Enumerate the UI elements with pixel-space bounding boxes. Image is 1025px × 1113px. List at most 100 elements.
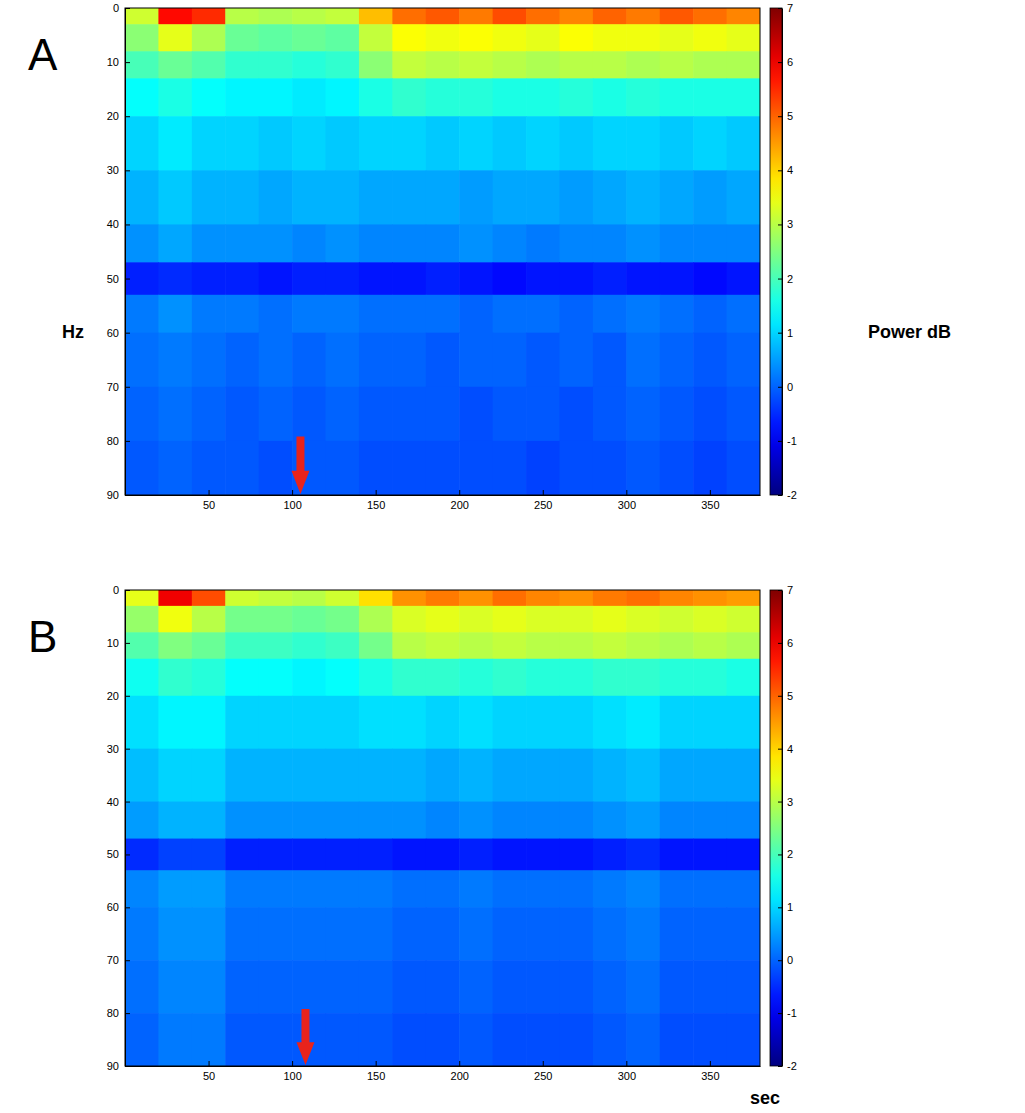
- colorbar-axis-tick-mark: [778, 62, 782, 63]
- cell: [426, 749, 460, 802]
- cell: [326, 802, 360, 840]
- cell: [693, 262, 727, 295]
- cell: [158, 24, 192, 52]
- cell: [727, 659, 760, 697]
- cell: [727, 960, 760, 1013]
- cell: [426, 262, 460, 295]
- cell: [459, 749, 493, 802]
- cell: [426, 632, 460, 659]
- cell: [459, 333, 493, 388]
- cell: [392, 387, 426, 442]
- cell: [593, 333, 627, 388]
- y-axis-tick-label: 30: [107, 743, 119, 755]
- y-axis-tick-mark: [125, 802, 130, 803]
- cell: [326, 907, 360, 960]
- cell: [259, 870, 293, 908]
- panel: 501001502002503003500102030405060708090-…: [28, 584, 797, 1108]
- cell: [626, 224, 660, 262]
- cell: [593, 262, 627, 295]
- colorbar-axis-tick: -2: [778, 489, 797, 501]
- colorbar-axis-tick: 1: [778, 901, 793, 913]
- cell: [259, 907, 293, 960]
- cell: [559, 606, 593, 633]
- cell: [125, 749, 159, 802]
- cell: [392, 839, 426, 871]
- y-axis-tick-mark: [125, 441, 130, 442]
- cell: [392, 749, 426, 802]
- y-axis: 0102030405060708090: [107, 2, 130, 501]
- x-axis-tick-mark: [209, 490, 210, 495]
- y-axis-tick-mark: [125, 749, 130, 750]
- cell: [125, 170, 159, 225]
- cell: [660, 51, 694, 79]
- colorbar-title: Power dB: [868, 322, 951, 342]
- cell: [192, 24, 226, 52]
- cell: [225, 632, 259, 659]
- colorbar-axis-tick-mark: [778, 854, 782, 855]
- x-axis-line: [126, 495, 761, 496]
- colorbar-axis-tick-mark: [778, 116, 782, 117]
- cell: [225, 224, 259, 262]
- cell: [593, 606, 627, 633]
- cell: [292, 8, 326, 25]
- cell: [192, 870, 226, 908]
- cell: [292, 262, 326, 295]
- cell: [392, 696, 426, 749]
- cell: [392, 1013, 426, 1066]
- panel: 501001502002503003500102030405060708090-…: [28, 2, 951, 511]
- cell: [593, 659, 627, 697]
- cell: [259, 1013, 293, 1066]
- cell: [192, 802, 226, 840]
- cell: [593, 749, 627, 802]
- x-axis-tick-mark: [626, 490, 627, 495]
- cell: [626, 960, 660, 1013]
- y-axis-tick-mark: [125, 854, 130, 855]
- cell: [626, 802, 660, 840]
- cell: [493, 802, 527, 840]
- cell: [626, 8, 660, 25]
- cell: [593, 24, 627, 52]
- y-axis-tick: 70: [107, 381, 130, 393]
- cell: [259, 387, 293, 442]
- cell: [225, 387, 259, 442]
- cell: [259, 696, 293, 749]
- cell: [225, 333, 259, 388]
- cell: [593, 387, 627, 442]
- cell: [359, 295, 393, 333]
- cell: [359, 749, 393, 802]
- cell: [559, 839, 593, 871]
- cell: [392, 262, 426, 295]
- cell: [459, 907, 493, 960]
- cell: [326, 116, 360, 171]
- cell: [626, 606, 660, 633]
- cell: [526, 441, 560, 495]
- cell: [225, 262, 259, 295]
- cell: [292, 78, 326, 116]
- x-axis-tick-mark: [209, 1061, 210, 1066]
- cell: [727, 170, 760, 225]
- heatmap-cells: [125, 8, 760, 495]
- cell: [192, 632, 226, 659]
- cell: [693, 8, 727, 25]
- x-axis-tick: 100: [283, 1061, 301, 1082]
- cell: [359, 387, 393, 442]
- cell: [326, 170, 360, 225]
- y-axis-tick: 0: [113, 584, 130, 596]
- cell: [292, 907, 326, 960]
- cell: [359, 960, 393, 1013]
- figure: 501001502002503003500102030405060708090-…: [0, 0, 1025, 1113]
- cell: [693, 907, 727, 960]
- cell: [593, 960, 627, 1013]
- cell: [559, 333, 593, 388]
- cell: [459, 441, 493, 495]
- x-axis-tick: 200: [451, 1061, 469, 1082]
- cell: [693, 659, 727, 697]
- cell: [158, 606, 192, 633]
- y-axis-tick: 20: [107, 110, 130, 122]
- colorbar-axis-tick-mark: [778, 8, 782, 9]
- cell: [593, 590, 627, 606]
- cell: [526, 170, 560, 225]
- cell: [660, 262, 694, 295]
- cell: [559, 632, 593, 659]
- x-axis-tick-label: 250: [534, 1070, 552, 1082]
